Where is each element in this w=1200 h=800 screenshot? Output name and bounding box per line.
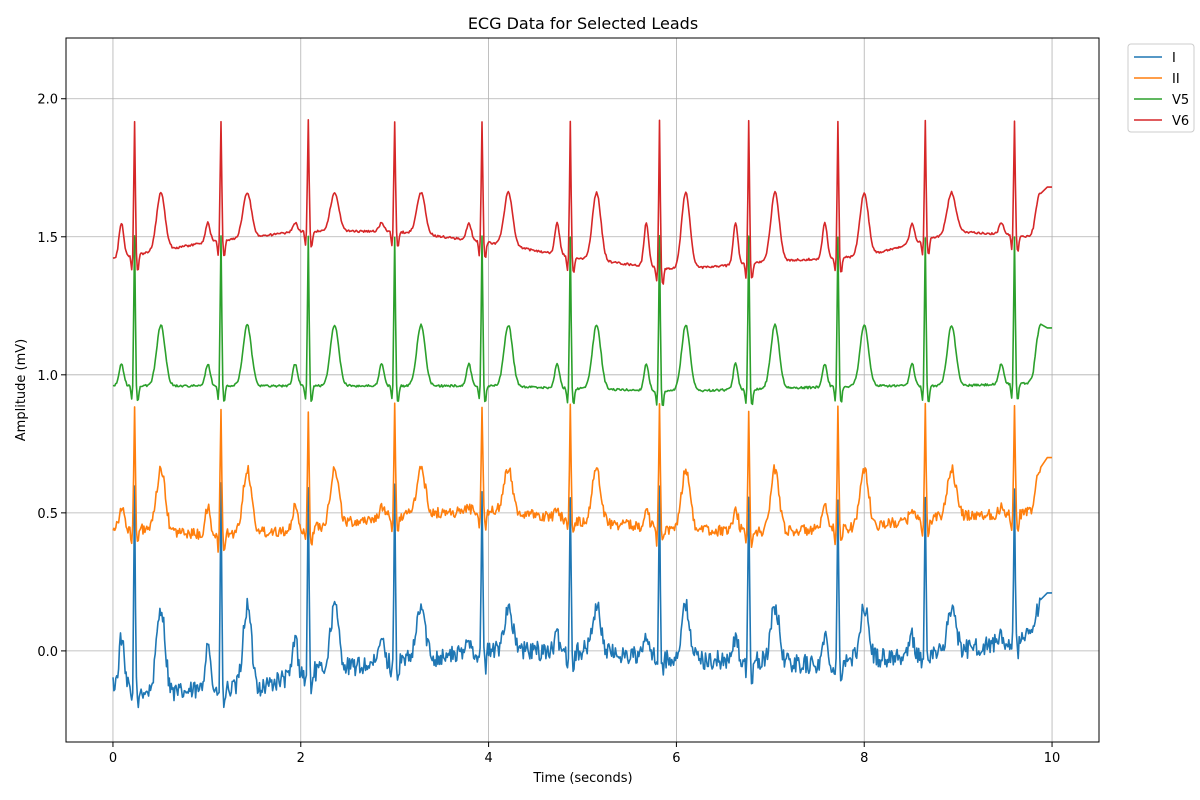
y-tick-label: 0.0 <box>37 645 58 660</box>
series-line-ii <box>112 402 1052 553</box>
y-tick-label: 1.5 <box>37 231 58 246</box>
x-tick-label: 10 <box>1044 751 1061 766</box>
chart-title: ECG Data for Selected Leads <box>468 14 698 33</box>
y-axis-label: Amplitude (mV) <box>14 339 29 441</box>
series-layer <box>112 119 1052 709</box>
y-axis: 0.0 0.5 1.0 1.5 2.0 <box>37 93 66 660</box>
x-tick-label: 2 <box>297 751 305 766</box>
y-tick-label: 1.0 <box>37 369 58 384</box>
series-line-v6 <box>112 119 1052 285</box>
x-axis: 0 2 4 6 8 10 <box>109 742 1061 766</box>
plot-frame <box>65 37 1100 743</box>
series-line-i <box>112 482 1052 709</box>
legend-label: I <box>1172 51 1176 66</box>
legend-label: V6 <box>1172 114 1189 129</box>
legend-label: II <box>1172 72 1180 87</box>
series-line-v5 <box>112 235 1052 407</box>
x-tick-label: 8 <box>860 751 868 766</box>
x-tick-label: 4 <box>484 751 492 766</box>
x-tick-label: 0 <box>109 751 117 766</box>
legend-label: V5 <box>1172 93 1189 108</box>
y-tick-label: 2.0 <box>37 93 58 108</box>
x-axis-label: Time (seconds) <box>532 771 632 786</box>
legend-box <box>1127 43 1195 133</box>
x-tick-label: 6 <box>672 751 680 766</box>
y-tick-label: 0.5 <box>37 507 58 522</box>
